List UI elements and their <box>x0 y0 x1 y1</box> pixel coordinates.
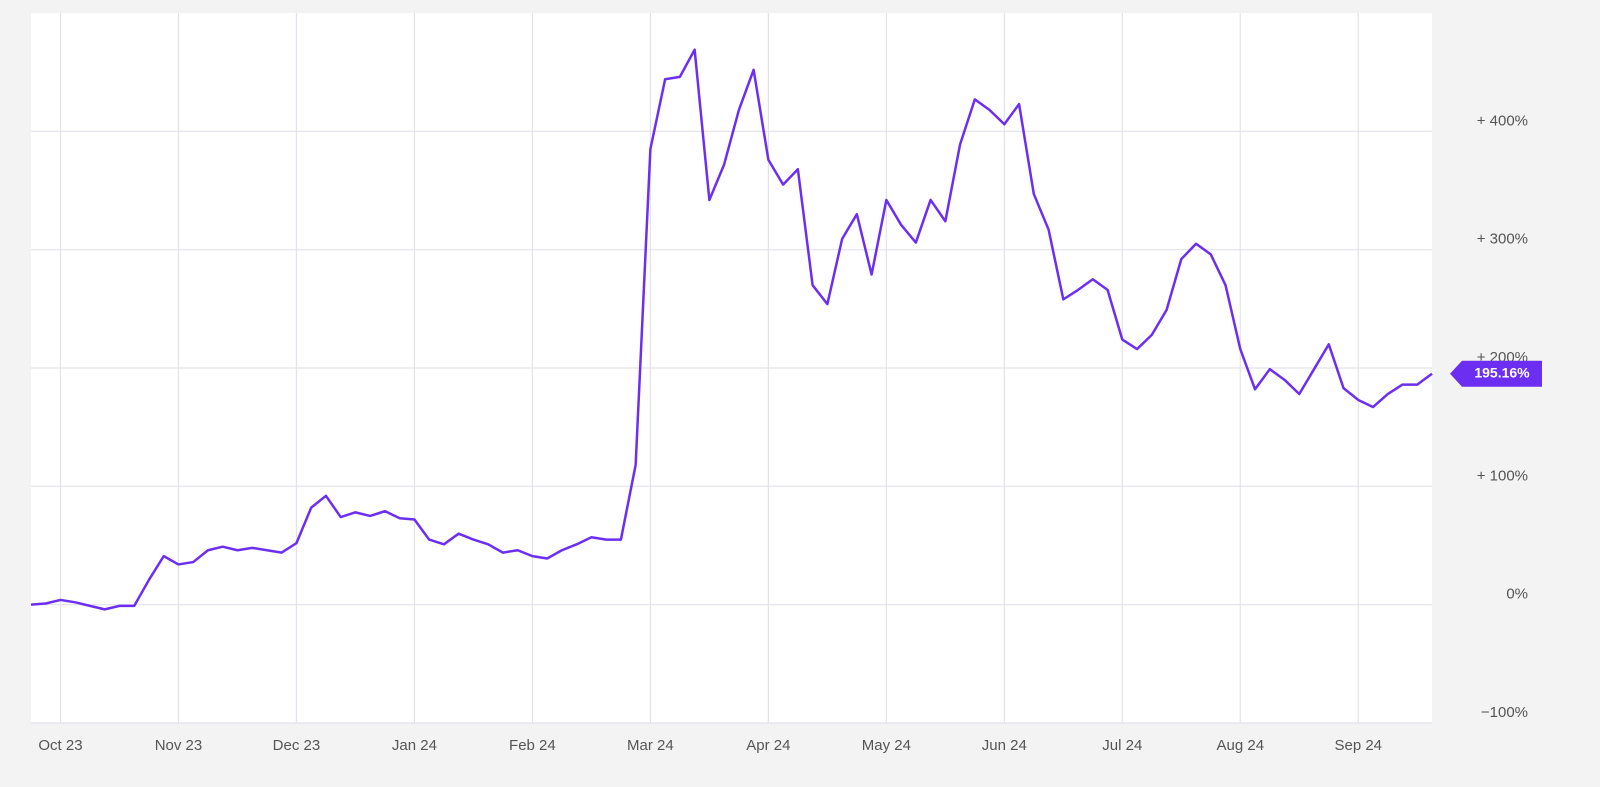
current-value-badge: 195.16% <box>1450 360 1542 387</box>
y-tick-label: + 400% <box>1477 112 1528 129</box>
y-tick-label: 0% <box>1506 586 1528 603</box>
x-tick-label: Jun 24 <box>982 737 1027 754</box>
x-tick-label: May 24 <box>862 737 911 754</box>
x-tick-label: Jul 24 <box>1102 737 1142 754</box>
x-tick-label: Mar 24 <box>627 737 674 754</box>
x-tick-label: Apr 24 <box>746 737 790 754</box>
x-tick-label: Oct 23 <box>38 737 82 754</box>
y-tick-label: + 100% <box>1477 467 1528 484</box>
x-tick-label: Aug 24 <box>1217 737 1265 754</box>
x-tick-label: Dec 23 <box>273 737 321 754</box>
x-tick-label: Feb 24 <box>509 737 556 754</box>
line-series <box>30 48 1433 611</box>
badge-label: 195.16% <box>1474 364 1530 380</box>
x-tick-label: Nov 23 <box>155 737 203 754</box>
y-tick-label: + 300% <box>1477 231 1528 248</box>
y-tick-label: −100% <box>1481 704 1528 721</box>
x-tick-label: Jan 24 <box>392 737 437 754</box>
x-tick-label: Sep 24 <box>1334 737 1382 754</box>
badge-shape <box>1450 360 1542 387</box>
